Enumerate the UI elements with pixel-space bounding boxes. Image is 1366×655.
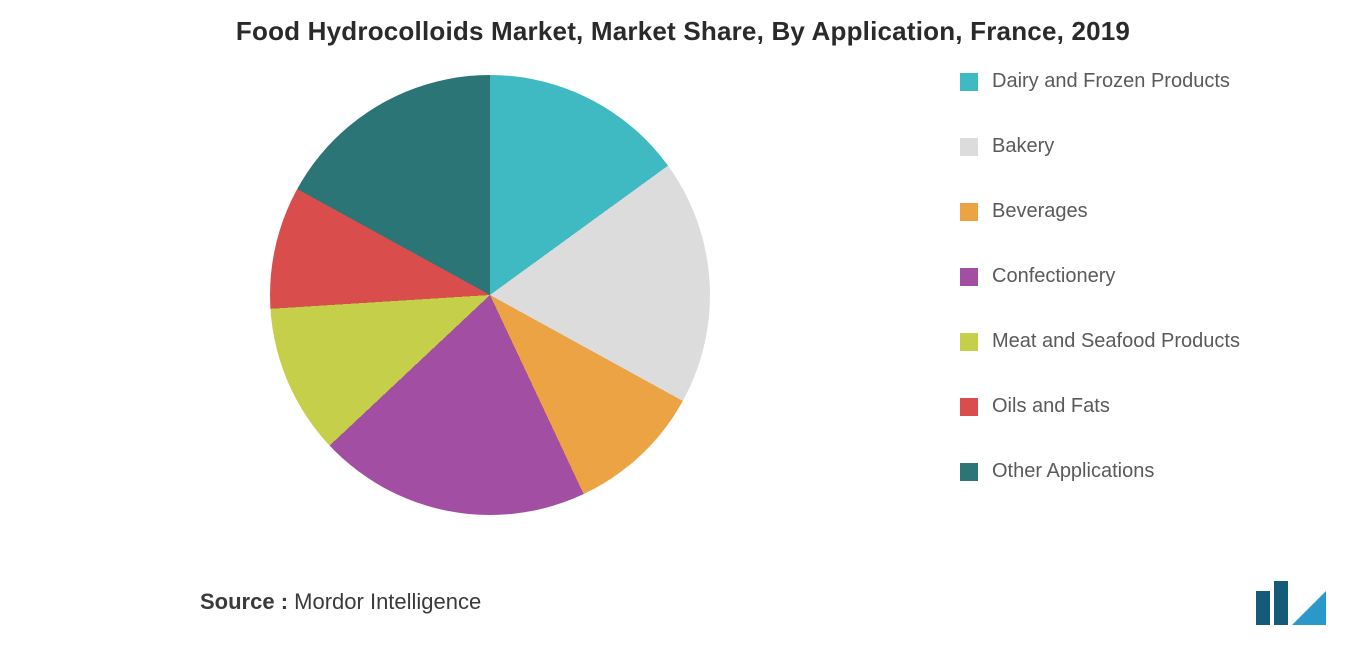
pie-graphic bbox=[270, 75, 710, 515]
legend-item: Oils and Fats bbox=[960, 395, 1240, 418]
legend-swatch bbox=[960, 398, 978, 416]
pie-chart bbox=[270, 75, 710, 515]
legend-item: Beverages bbox=[960, 200, 1240, 223]
legend-label: Beverages bbox=[992, 200, 1088, 223]
legend-swatch bbox=[960, 463, 978, 481]
legend-item: Bakery bbox=[960, 135, 1240, 158]
legend-label: Meat and Seafood Products bbox=[992, 330, 1240, 353]
legend-swatch bbox=[960, 203, 978, 221]
legend-item: Dairy and Frozen Products bbox=[960, 70, 1240, 93]
brand-logo bbox=[1256, 581, 1326, 625]
legend-label: Bakery bbox=[992, 135, 1054, 158]
source-value: Mordor Intelligence bbox=[294, 589, 481, 614]
legend-swatch bbox=[960, 333, 978, 351]
legend-item: Other Applications bbox=[960, 460, 1240, 483]
legend-label: Dairy and Frozen Products bbox=[992, 70, 1230, 93]
legend-label: Oils and Fats bbox=[992, 395, 1110, 418]
legend-label: Other Applications bbox=[992, 460, 1154, 483]
source-label: Source : bbox=[200, 589, 288, 614]
legend-swatch bbox=[960, 268, 978, 286]
legend-item: Confectionery bbox=[960, 265, 1240, 288]
legend-swatch bbox=[960, 138, 978, 156]
chart-title: Food Hydrocolloids Market, Market Share,… bbox=[0, 16, 1366, 47]
legend-label: Confectionery bbox=[992, 265, 1115, 288]
legend: Dairy and Frozen Products Bakery Beverages… bbox=[960, 70, 1240, 483]
source-attribution: Source : Mordor Intelligence bbox=[200, 589, 481, 615]
legend-swatch bbox=[960, 73, 978, 91]
legend-item: Meat and Seafood Products bbox=[960, 330, 1240, 353]
